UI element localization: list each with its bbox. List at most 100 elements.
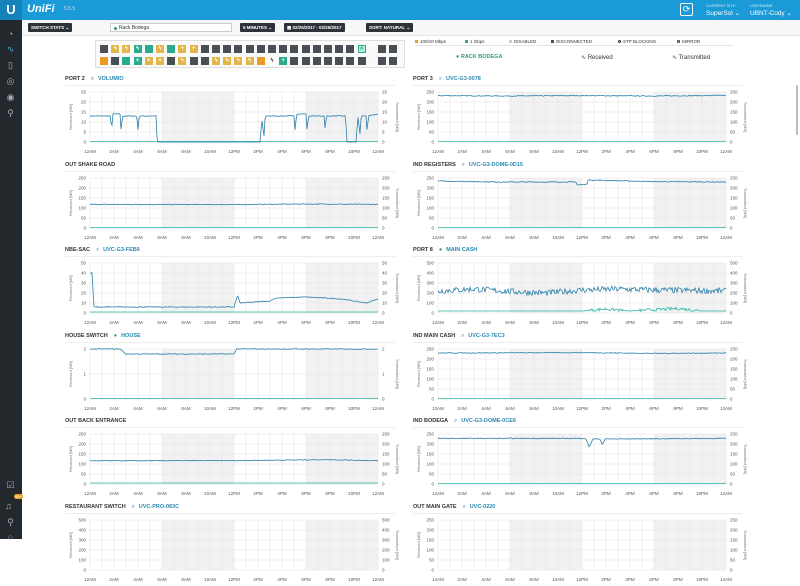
port-row1-17[interactable] <box>279 45 288 53</box>
refresh-icon[interactable]: ⟳ <box>680 3 693 16</box>
scrollbar[interactable] <box>796 85 798 135</box>
map-icon[interactable]: ▯ <box>8 60 13 70</box>
x-tick: 12AM <box>372 406 384 411</box>
port-row1-13[interactable] <box>234 45 243 53</box>
port-row1-4[interactable]: ϟ <box>133 45 142 53</box>
port-row2-2[interactable] <box>111 57 120 65</box>
devices-icon[interactable]: ◎ <box>6 76 15 86</box>
insights-icon[interactable]: ⚲ <box>7 108 14 118</box>
device-link[interactable]: UVC-G3-DOME-0D15 <box>468 161 523 168</box>
version: 5.5.5 <box>64 6 76 12</box>
device-select[interactable]: Rack Bodega <box>110 23 232 32</box>
legend-device: ● RACK BODEGA <box>456 54 503 60</box>
chat-icon[interactable]: ○ <box>7 532 14 542</box>
port-row2-19[interactable] <box>301 57 310 65</box>
username-menu[interactable]: USERNAME UBNT-Cody ⌄ <box>750 3 792 17</box>
port-row2-16[interactable]: ϟ <box>268 57 276 65</box>
device-link[interactable]: MAIN CASH <box>446 247 478 253</box>
port-row2-17[interactable]: + <box>279 57 288 65</box>
port-row2-6[interactable]: + <box>156 57 164 65</box>
dashboard-icon[interactable]: ◔ <box>7 29 14 39</box>
x-tick: 4PM <box>625 577 635 582</box>
y-tick-left: 20 <box>81 100 87 105</box>
port-row2-18[interactable] <box>290 57 299 65</box>
x-tick: 8AM <box>529 491 539 496</box>
port-row1-22[interactable] <box>335 45 344 53</box>
port-row1-10[interactable] <box>200 45 209 53</box>
port-row1-26[interactable] <box>389 45 397 53</box>
y-tick-left: 50 <box>429 130 435 135</box>
port-row2-22[interactable] <box>335 57 344 65</box>
port-row2-3[interactable] <box>122 57 131 65</box>
y-tick-left: 25 <box>81 90 87 95</box>
port-row1-15[interactable] <box>256 45 265 53</box>
device-link[interactable]: UVC-PRO-083C <box>138 503 180 510</box>
port-row2-11[interactable]: ϟ <box>212 57 220 65</box>
sort-dropdown[interactable]: SORT: NATURAL ⌄ <box>366 23 414 32</box>
port-row1-5[interactable] <box>144 45 153 53</box>
port-row1-24[interactable]: ^ <box>357 45 366 53</box>
status-dot-icon: ● <box>113 332 118 339</box>
port-row2-23[interactable] <box>346 57 355 65</box>
port-row1-11[interactable] <box>212 45 220 53</box>
y-tick-right: 500 <box>382 517 390 522</box>
x-tick: 12AM <box>372 320 384 325</box>
notifications-icon[interactable]: ♫ <box>5 501 12 511</box>
alerts-icon[interactable]: ☑ <box>6 480 15 490</box>
statistics-icon[interactable]: ∿ <box>6 44 15 54</box>
device-link[interactable]: HOUSE <box>121 332 141 339</box>
device-link[interactable]: UVC-G3-FEB6 <box>103 247 140 253</box>
port-row1-23[interactable] <box>346 45 355 53</box>
port-row1-3[interactable]: ϟ <box>122 45 131 53</box>
chart-title: PORT 2 ⌕ VOLUMIO <box>65 76 395 86</box>
port-row2-4[interactable]: + <box>133 57 142 65</box>
port-row2-15[interactable] <box>256 57 265 65</box>
port-row2-12[interactable]: ϟ <box>223 57 232 65</box>
device-link[interactable]: VOLUMIO <box>97 76 124 82</box>
port-row1-7[interactable] <box>167 45 176 53</box>
switch-stats-dropdown[interactable]: SWITCH STATS ⌄ <box>28 23 73 32</box>
port-row2-25[interactable] <box>378 57 386 65</box>
port-row1-19[interactable] <box>301 45 310 53</box>
device-link[interactable]: UVC-G3-DOME-0CE6 <box>461 418 516 424</box>
device-link[interactable]: UVC-G3-0078 <box>445 76 481 82</box>
ubiquiti-logo[interactable]: U <box>0 0 22 20</box>
interval-dropdown[interactable]: 5 MINUTES ⌄ <box>240 23 276 32</box>
x-tick: 10PM <box>348 149 360 154</box>
port-row1-21[interactable] <box>324 45 332 53</box>
y-tick-left: 100 <box>426 462 434 467</box>
port-row1-9[interactable]: + <box>189 45 198 53</box>
port-row1-20[interactable] <box>312 45 321 53</box>
port-row1-18[interactable] <box>290 45 299 53</box>
device-link[interactable]: UVC-0220 <box>469 503 496 510</box>
x-tick: 10AM <box>204 149 216 154</box>
port-row1-6[interactable]: ϟ <box>156 45 164 53</box>
device-link[interactable]: UVC-G3-7EC3 <box>468 332 505 339</box>
port-row2-24[interactable] <box>357 57 366 65</box>
port-row2-9[interactable] <box>189 57 198 65</box>
port-row1-1[interactable] <box>100 45 108 53</box>
port-row1-12[interactable] <box>223 45 232 53</box>
port-row1-2[interactable]: ϟ <box>111 45 120 53</box>
port-row2-5[interactable]: + <box>144 57 153 65</box>
port-row2-13[interactable]: ϟ <box>234 57 243 65</box>
port-row1-25[interactable] <box>378 45 386 53</box>
port-row1-8[interactable]: + <box>178 45 187 53</box>
port-row2-20[interactable] <box>312 57 321 65</box>
port-row2-26[interactable] <box>389 57 397 65</box>
port-row2-1[interactable] <box>100 57 108 65</box>
port-row2-14[interactable]: ϟ <box>245 57 254 65</box>
port-row1-16[interactable] <box>268 45 276 53</box>
port-row2-21[interactable] <box>324 57 332 65</box>
port-row1-14[interactable] <box>245 45 254 53</box>
port-row2-8[interactable]: ϟ <box>178 57 187 65</box>
x-tick: 6AM <box>157 149 167 154</box>
port-name: OUT BACK ENTRANCE <box>65 418 127 424</box>
port-row2-7[interactable] <box>167 57 176 65</box>
current-site-select[interactable]: CURRENT SITE SuperSol ⌄ <box>706 3 740 17</box>
search-icon[interactable]: ⚲ <box>7 517 14 527</box>
x-tick: 4PM <box>625 235 635 240</box>
clients-icon[interactable]: ◉ <box>6 92 15 102</box>
port-row2-10[interactable] <box>200 57 209 65</box>
date-range-picker[interactable]: ▦ 02/25/2017 - 02/25/2017 <box>284 23 345 32</box>
